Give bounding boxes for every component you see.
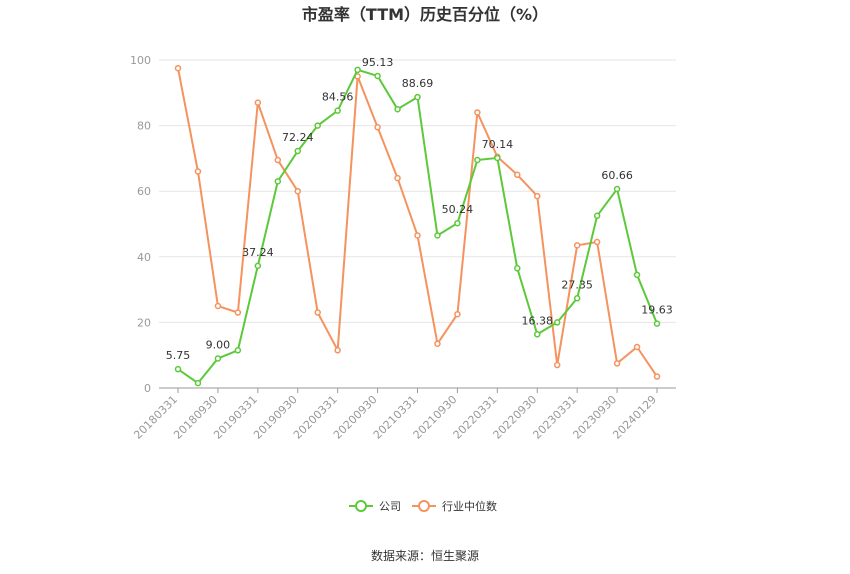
data-label: 84.56 (322, 91, 354, 104)
y-tick-label: 80 (137, 120, 151, 133)
data-point (174, 64, 182, 72)
data-point (454, 219, 461, 227)
data-point (294, 187, 301, 195)
data-point (494, 154, 501, 162)
data-point (613, 185, 621, 193)
data-point (553, 319, 561, 326)
data-label: 95.13 (362, 56, 394, 69)
data-point (593, 238, 601, 246)
data-point (653, 373, 661, 380)
data-label: 70.14 (482, 138, 514, 151)
data-point (434, 232, 441, 239)
data-point (354, 66, 361, 74)
data-label: 27.35 (561, 278, 593, 291)
data-point (414, 232, 421, 239)
data-labels: 5.75 9.00 37.24 72.24 84.56 95.13 88.69 50.24 70… (166, 56, 673, 362)
data-point (474, 109, 481, 116)
data-point (633, 343, 641, 351)
data-point (194, 168, 202, 175)
data-point (534, 331, 541, 338)
data-point (334, 347, 341, 354)
data-label: 60.66 (601, 169, 633, 182)
data-point (254, 262, 262, 270)
data-point (314, 309, 321, 316)
x-axis: 2018033120180930201903312019093020200331… (131, 387, 676, 442)
data-point (394, 105, 401, 113)
data-point (314, 122, 321, 129)
legend-item-1[interactable]: 行业中位数 (412, 499, 497, 513)
data-label: 72.24 (282, 131, 314, 144)
data-point (174, 365, 182, 373)
data-point (434, 340, 441, 347)
data-point (274, 156, 282, 164)
data-point (214, 302, 222, 310)
legend-label: 公司 (379, 500, 401, 513)
data-point (613, 360, 621, 367)
data-point (374, 72, 381, 80)
data-point (234, 309, 242, 316)
legend-swatch-marker (355, 500, 367, 512)
data-point (593, 212, 601, 220)
y-tick-label: 100 (130, 54, 151, 67)
source-note: 数据来源：恒生聚源 (371, 548, 479, 563)
data-label: 16.38 (522, 314, 554, 327)
y-tick-label: 60 (137, 185, 151, 198)
data-point (573, 242, 581, 249)
data-point (653, 320, 661, 327)
y-axis: 0 20 40 60 80 100 (130, 54, 151, 395)
data-point (514, 265, 521, 272)
chart-title: 市盈率（TTM）历史百分位（%） (302, 5, 548, 24)
legend-label: 行业中位数 (442, 499, 497, 513)
series-layer (174, 64, 661, 387)
data-point (414, 93, 421, 101)
data-point (194, 379, 202, 387)
data-point (454, 310, 461, 318)
grid-lines (159, 59, 676, 323)
data-point (294, 147, 301, 155)
data-point (214, 355, 222, 362)
data-point (553, 361, 561, 369)
data-point (514, 171, 521, 179)
data-label: 9.00 (206, 338, 231, 351)
data-point (254, 99, 262, 106)
data-point (573, 295, 581, 302)
y-tick-label: 20 (137, 316, 151, 329)
data-point (234, 347, 242, 354)
data-point (394, 174, 401, 182)
data-label: 37.24 (242, 246, 274, 259)
legend-swatch-marker (418, 500, 430, 512)
data-point (274, 178, 282, 185)
y-tick-label: 0 (144, 382, 151, 395)
x-tick-label: 20240129 (610, 393, 659, 442)
data-point (474, 156, 481, 164)
legend[interactable]: 公司 行业中位数 (349, 499, 497, 513)
data-point (374, 123, 381, 131)
data-label: 19.63 (641, 304, 673, 317)
data-label: 5.75 (166, 349, 191, 362)
data-point (334, 107, 341, 114)
series-line-1 (177, 68, 658, 378)
series-line-0 (177, 68, 658, 385)
y-tick-label: 40 (137, 251, 151, 264)
data-label: 88.69 (402, 77, 434, 90)
data-point (633, 271, 641, 279)
data-label: 50.24 (442, 203, 474, 216)
data-point (534, 192, 541, 200)
legend-item-0[interactable]: 公司 (349, 500, 401, 513)
